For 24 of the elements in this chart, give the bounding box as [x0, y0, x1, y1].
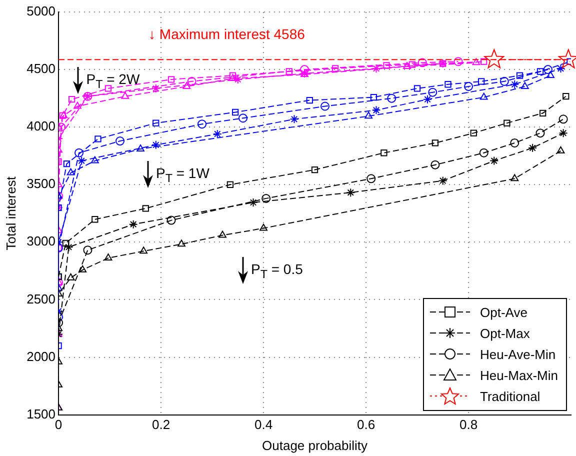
y-tick-label: 4000: [26, 118, 56, 134]
y-tick-label: 2500: [26, 291, 56, 306]
legend-label: Traditional: [480, 388, 540, 404]
y-tick-label: 4500: [26, 61, 56, 76]
y-tick-label: 3000: [26, 234, 56, 249]
x-tick-label: 0.2: [152, 417, 170, 432]
y-axis-title: Total interest: [3, 176, 18, 250]
x-tick-label: 0.8: [459, 417, 478, 432]
ref-line-label: ↓ Maximum interest 4586: [148, 26, 305, 42]
y-tick-label: 3500: [26, 176, 56, 192]
legend-label: Heu-Ave-Min: [480, 346, 556, 362]
annotation: P$_{T}$ = 0.5: [251, 261, 303, 281]
legend-label: Opt-Max: [480, 326, 530, 341]
annotation: P$_{T}$ = 1W: [156, 165, 210, 185]
annotation: P$_{T}$ = 2W: [86, 71, 140, 92]
y-tick-label: 1500: [26, 406, 56, 422]
x-tick-label: 0.4: [254, 417, 273, 432]
x-tick-label: 0.6: [356, 417, 376, 432]
x-tick-label: 0: [54, 417, 62, 432]
x-axis-title: Outage probability: [262, 438, 368, 453]
y-tick-label: 5000: [26, 4, 56, 19]
legend-label: Opt-Ave: [480, 304, 528, 320]
legend-label: Heu-Max-Min: [480, 368, 558, 383]
y-tick-label: 2000: [26, 348, 56, 364]
